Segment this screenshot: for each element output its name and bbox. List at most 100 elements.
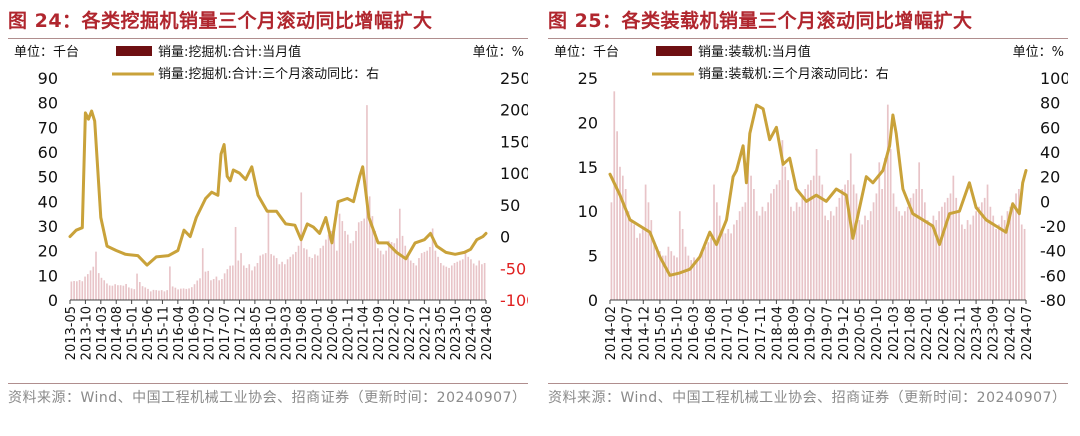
monthly-sales-bar xyxy=(961,224,963,300)
monthly-sales-bar xyxy=(895,206,898,300)
title-divider xyxy=(8,38,528,39)
left-y-tick-label: 20 xyxy=(578,113,598,132)
monthly-sales-bar xyxy=(867,220,869,300)
monthly-sales-bar xyxy=(858,220,861,300)
monthly-sales-bar xyxy=(884,157,886,300)
monthly-sales-bar xyxy=(636,237,638,300)
monthly-sales-bar xyxy=(832,215,835,300)
monthly-sales-bar xyxy=(747,144,750,300)
monthly-sales-bar xyxy=(764,211,767,300)
left-y-tick-label: 5 xyxy=(588,247,598,266)
monthly-sales-bar xyxy=(344,230,346,300)
monthly-sales-bar xyxy=(412,263,415,300)
x-tick-label: 2022-11 xyxy=(953,306,968,360)
x-tick-label: 2023-10 xyxy=(449,306,464,360)
x-tick-label: 2020-11 xyxy=(341,306,356,360)
monthly-sales-bar xyxy=(664,255,667,300)
monthly-sales-bar xyxy=(125,283,127,300)
right-y-tick-label: 50 xyxy=(500,196,520,215)
x-tick-label: 2022-06 xyxy=(937,306,952,360)
x-tick-label: 2017-07 xyxy=(218,306,233,360)
monthly-sales-bar xyxy=(470,259,472,300)
monthly-sales-bar xyxy=(483,263,486,300)
monthly-sales-bar xyxy=(815,149,818,300)
chart-panel-loader: 图 25：各类装载机销量三个月滚动同比增幅扩大 单位：千台 单位：% 销量:装载机:… xyxy=(548,0,1076,436)
monthly-sales-bar xyxy=(855,193,858,300)
monthly-sales-bar xyxy=(804,189,807,300)
monthly-sales-bar xyxy=(103,280,106,300)
monthly-sales-bar xyxy=(1003,220,1006,300)
monthly-sales-bar xyxy=(781,140,784,300)
x-tick-label: 2023-05 xyxy=(434,306,449,360)
x-tick-label: 2020-10 xyxy=(870,306,885,360)
x-tick-label: 2020-06 xyxy=(326,306,341,360)
monthly-sales-bar xyxy=(718,215,721,300)
monthly-sales-bar xyxy=(698,255,701,300)
monthly-sales-bar xyxy=(633,224,636,300)
monthly-sales-bar xyxy=(995,228,997,300)
monthly-sales-bar xyxy=(303,248,305,300)
monthly-sales-bar xyxy=(158,290,160,300)
monthly-sales-bar xyxy=(89,270,92,300)
right-y-tick-label: 0 xyxy=(500,228,510,247)
left-y-tick-label: 10 xyxy=(578,202,598,221)
monthly-sales-bar xyxy=(81,281,84,300)
monthly-sales-bar xyxy=(1015,193,1017,300)
monthly-sales-bar xyxy=(644,184,647,300)
right-y-tick-label: -100 xyxy=(500,291,528,310)
monthly-sales-bar xyxy=(864,215,866,300)
monthly-sales-bar xyxy=(218,280,220,300)
monthly-sales-bar xyxy=(678,211,681,300)
monthly-sales-bar xyxy=(989,206,992,300)
monthly-sales-bar xyxy=(696,259,698,300)
monthly-sales-bar xyxy=(229,265,231,300)
monthly-sales-bar xyxy=(114,284,116,300)
right-unit-label: 单位：% xyxy=(473,45,524,60)
monthly-sales-bar xyxy=(673,255,675,300)
monthly-sales-bar xyxy=(898,211,901,300)
monthly-sales-bar xyxy=(881,189,883,300)
monthly-sales-bar xyxy=(73,281,75,300)
monthly-sales-bar xyxy=(821,184,824,300)
x-tick-label: 2015-10 xyxy=(671,306,686,360)
rolling-yoy-line xyxy=(68,109,488,267)
monthly-sales-bar xyxy=(1012,202,1015,300)
monthly-sales-bar xyxy=(169,266,171,300)
monthly-sales-bar xyxy=(963,228,966,300)
monthly-sales-bar xyxy=(273,255,275,300)
monthly-sales-bar xyxy=(750,175,752,300)
left-y-tick-label: 30 xyxy=(38,217,58,236)
monthly-sales-bar xyxy=(245,267,248,300)
monthly-sales-bar xyxy=(437,256,439,300)
monthly-sales-bar xyxy=(325,239,327,300)
monthly-sales-bar xyxy=(741,206,744,300)
monthly-sales-bar xyxy=(212,279,215,300)
x-tick-label: 2019-02 xyxy=(804,306,819,360)
monthly-sales-bar xyxy=(810,180,812,300)
right-unit-label: 单位：% xyxy=(1013,45,1064,60)
monthly-sales-bar xyxy=(1006,211,1009,300)
legend-entry-bar: 销量:装载机:当月值 xyxy=(698,44,811,60)
monthly-sales-bar xyxy=(659,251,661,300)
monthly-sales-bar xyxy=(704,246,707,300)
monthly-sales-bar xyxy=(949,193,952,300)
monthly-sales-bar xyxy=(852,184,855,300)
monthly-sales-bar xyxy=(941,206,943,300)
monthly-sales-bar xyxy=(174,287,177,300)
source-note: 资料来源：Wind、中国工程机械工业协会、招商证券（更新时间：20240907） xyxy=(8,390,527,406)
monthly-sales-bar xyxy=(78,280,81,300)
monthly-sales-bar xyxy=(396,238,398,300)
monthly-sales-bar xyxy=(97,273,100,300)
monthly-sales-bar xyxy=(966,220,969,300)
monthly-sales-bar xyxy=(878,162,881,300)
monthly-sales-bar xyxy=(289,256,292,300)
monthly-sales-bar xyxy=(418,258,420,300)
x-tick-label: 2019-08 xyxy=(295,306,310,360)
monthly-sales-bar xyxy=(730,233,732,300)
monthly-sales-bar xyxy=(812,175,815,300)
excavator-sales-chart: 单位：千台 单位：% 销量:挖掘机:合计:当月值销量:挖掘机:合计:三个月滚动同比：… xyxy=(14,44,528,360)
monthly-sales-bar xyxy=(761,206,764,300)
legend-swatch-bar xyxy=(656,46,692,56)
x-tick-label: 2017-02 xyxy=(203,306,218,360)
monthly-sales-bar xyxy=(861,224,864,300)
